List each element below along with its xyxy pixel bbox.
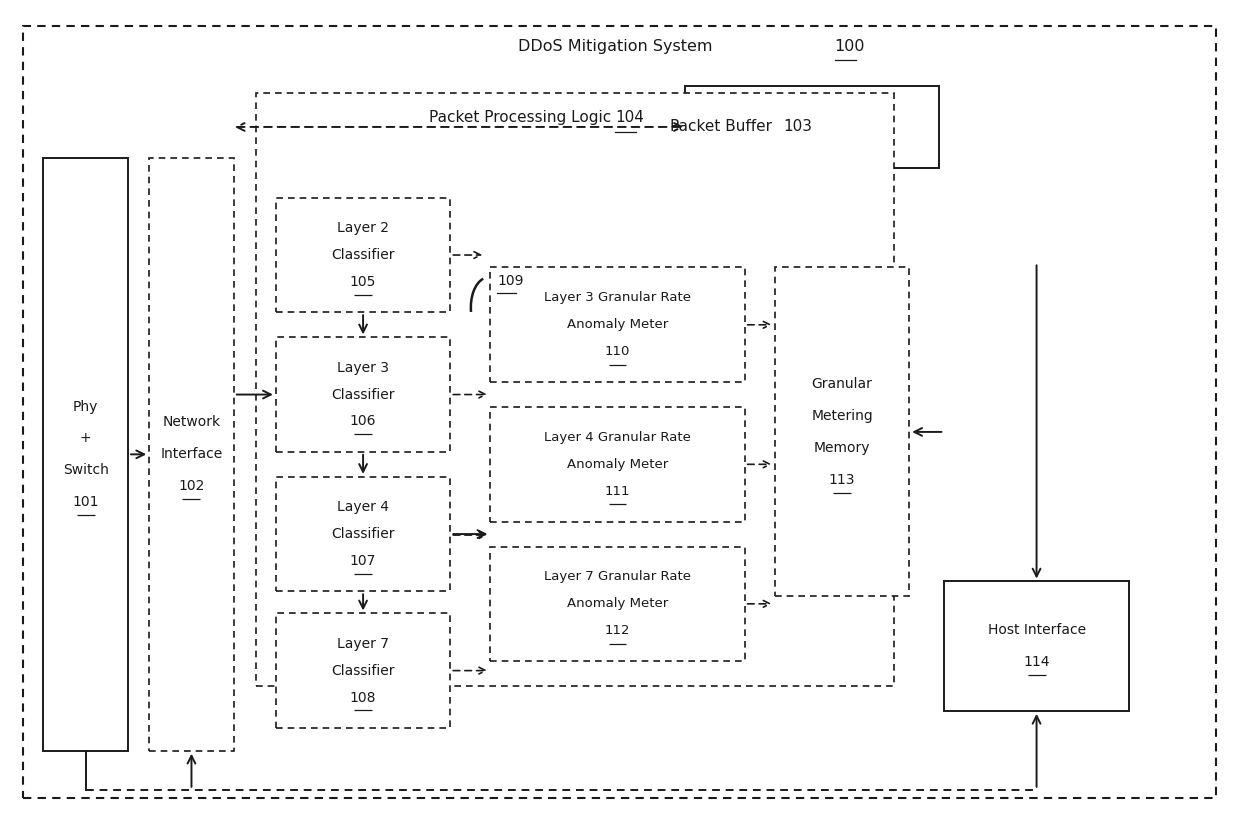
Text: 107: 107 [350, 554, 376, 568]
Text: 109: 109 [497, 275, 523, 288]
Bar [43, 158, 128, 751]
Text: 106: 106 [350, 414, 376, 428]
Text: Packet Processing Logic: Packet Processing Logic [429, 110, 621, 126]
Text: 110: 110 [605, 346, 630, 358]
Bar [255, 93, 894, 686]
Text: 101: 101 [72, 495, 99, 509]
Bar [490, 547, 745, 661]
Bar [775, 267, 909, 596]
Text: Layer 3 Granular Rate: Layer 3 Granular Rate [544, 292, 691, 305]
Text: Switch: Switch [63, 463, 109, 477]
Text: Metering: Metering [811, 409, 873, 423]
Bar [490, 267, 745, 382]
Text: Interface: Interface [160, 448, 223, 462]
Text: 103: 103 [784, 119, 812, 135]
Text: Granular: Granular [811, 377, 873, 391]
Text: Anomaly Meter: Anomaly Meter [567, 319, 668, 331]
Text: Layer 7: Layer 7 [337, 636, 389, 650]
Text: Packet Buffer: Packet Buffer [671, 119, 782, 135]
Text: Classifier: Classifier [331, 387, 394, 401]
Text: 111: 111 [605, 484, 630, 498]
Text: Layer 4 Granular Rate: Layer 4 Granular Rate [544, 431, 691, 444]
Text: Anomaly Meter: Anomaly Meter [567, 597, 668, 610]
Text: +: + [79, 431, 92, 445]
Text: Layer 4: Layer 4 [337, 500, 389, 514]
Bar [275, 477, 450, 592]
Text: Classifier: Classifier [331, 663, 394, 677]
Bar [275, 614, 450, 728]
Text: Classifier: Classifier [331, 248, 394, 262]
Text: Classifier: Classifier [331, 527, 394, 541]
Bar [945, 582, 1128, 711]
Bar [684, 86, 939, 167]
Text: 113: 113 [828, 473, 856, 487]
Text: Network: Network [162, 416, 221, 430]
Text: DDoS Mitigation System: DDoS Mitigation System [517, 38, 723, 54]
Text: 105: 105 [350, 275, 376, 289]
Text: 102: 102 [179, 480, 205, 493]
Bar [275, 337, 450, 452]
Text: 114: 114 [1023, 655, 1050, 669]
Text: Layer 3: Layer 3 [337, 360, 389, 375]
Text: 104: 104 [615, 110, 644, 126]
Bar [490, 407, 745, 521]
Text: Phy: Phy [73, 400, 98, 413]
Bar [149, 158, 234, 751]
Text: Host Interface: Host Interface [987, 623, 1086, 637]
Text: 112: 112 [605, 624, 630, 637]
Text: Layer 7 Granular Rate: Layer 7 Granular Rate [544, 570, 691, 583]
Text: Memory: Memory [813, 441, 870, 455]
Bar [275, 198, 450, 312]
Text: 108: 108 [350, 690, 376, 704]
Text: 100: 100 [835, 38, 866, 54]
Text: Layer 2: Layer 2 [337, 221, 389, 235]
Text: Anomaly Meter: Anomaly Meter [567, 458, 668, 471]
